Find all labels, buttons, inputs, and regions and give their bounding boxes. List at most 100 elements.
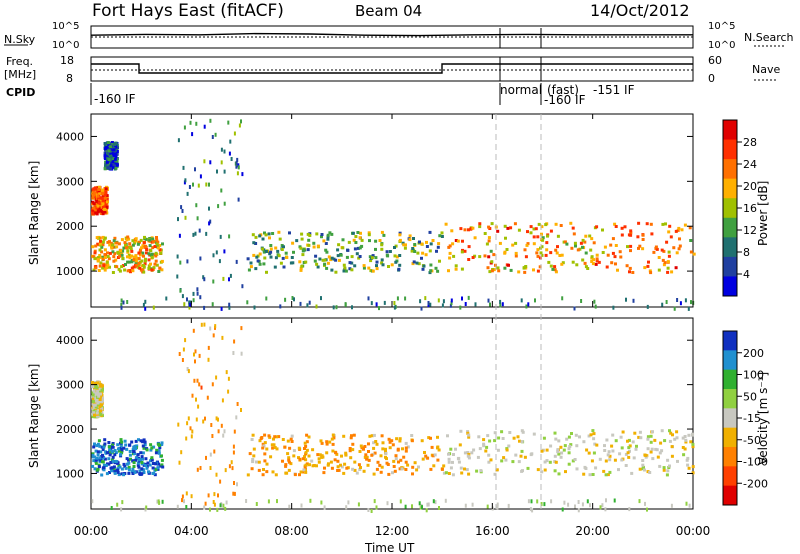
echo-cell xyxy=(237,165,240,170)
echo-cell xyxy=(465,468,469,472)
echo-cell xyxy=(138,469,142,473)
echo-cell xyxy=(514,254,518,258)
echo-cell xyxy=(332,305,335,310)
y-tick-label: 2000 xyxy=(56,423,84,436)
echo-cell xyxy=(398,238,402,242)
echo-cell xyxy=(251,460,255,464)
echo-cell xyxy=(304,444,308,448)
echo-cell xyxy=(463,451,467,455)
echo-cell xyxy=(212,253,215,258)
echo-cell xyxy=(513,222,517,226)
echo-cell xyxy=(110,506,113,510)
echo-cell xyxy=(413,250,417,253)
echo-cell xyxy=(186,259,189,264)
echo-cell xyxy=(619,435,623,439)
echo-cell xyxy=(522,266,526,270)
echo-cell xyxy=(654,245,658,249)
echo-cell xyxy=(616,268,619,272)
echo-cell xyxy=(119,453,122,457)
echo-cell xyxy=(232,491,235,496)
echo-cell xyxy=(95,456,99,460)
echo-cell xyxy=(330,268,334,272)
echo-cell xyxy=(91,397,95,401)
echo-cell xyxy=(496,266,500,270)
echo-cell xyxy=(496,502,499,507)
echo-cell xyxy=(121,249,125,253)
echo-cell xyxy=(410,439,414,443)
x-axis-ticks: 00:00 04:00 08:00 12:00 16:00 20:00 00:00 xyxy=(74,114,710,538)
echo-cell xyxy=(101,243,105,247)
echo-cell xyxy=(232,444,235,449)
echo-cell xyxy=(132,258,136,262)
echo-cell xyxy=(367,508,370,512)
echo-cell xyxy=(96,450,100,454)
echo-cell xyxy=(583,240,587,244)
echo-cell xyxy=(289,437,293,441)
echo-cell xyxy=(137,458,141,462)
echo-cell xyxy=(237,197,240,202)
echo-cell xyxy=(413,461,417,465)
echo-cell xyxy=(255,255,259,259)
echo-cell xyxy=(318,257,322,261)
echo-cell xyxy=(611,449,615,453)
echo-cell xyxy=(98,395,102,399)
echo-cell xyxy=(96,392,100,396)
echo-cell xyxy=(412,237,415,240)
echo-cell xyxy=(378,463,382,467)
echo-cell xyxy=(337,243,341,247)
echo-cell xyxy=(549,251,553,255)
echo-cell xyxy=(120,440,124,444)
echo-cell xyxy=(203,159,206,164)
echo-cell xyxy=(381,447,385,451)
echo-cell xyxy=(374,440,378,443)
echo-cell xyxy=(96,442,100,446)
echo-cell xyxy=(111,156,115,160)
echo-cell xyxy=(232,351,235,355)
echo-cell xyxy=(378,306,380,311)
echo-region xyxy=(91,498,691,513)
echo-cell xyxy=(374,256,378,260)
echo-cell xyxy=(526,230,529,234)
echo-cell xyxy=(360,446,364,450)
echo-cell xyxy=(599,505,602,510)
echo-cell xyxy=(272,443,276,447)
echo-cell xyxy=(554,222,558,226)
echo-cell xyxy=(116,461,120,465)
echo-cell xyxy=(96,453,100,457)
echo-cell xyxy=(584,265,588,269)
freq-tick-top: 18 xyxy=(60,54,74,67)
echo-cell xyxy=(350,268,354,272)
echo-cell xyxy=(592,432,596,436)
echo-cell xyxy=(137,465,141,469)
echo-cell xyxy=(211,434,214,438)
echo-cell xyxy=(256,259,260,263)
echo-cell xyxy=(252,447,256,451)
echo-cell xyxy=(250,438,254,441)
echo-cell xyxy=(303,455,306,459)
echo-cell xyxy=(110,143,114,147)
echo-cell xyxy=(352,238,356,242)
echo-cell xyxy=(103,167,107,171)
echo-cell xyxy=(340,465,344,469)
echo-cell xyxy=(111,455,115,459)
echo-cell xyxy=(504,458,508,462)
echo-cell xyxy=(545,241,549,245)
echo-cell xyxy=(105,141,108,145)
echo-cell xyxy=(304,470,308,474)
echo-cell xyxy=(97,465,101,469)
echo-cell xyxy=(322,239,326,243)
echo-cell xyxy=(227,376,230,381)
echo-cell xyxy=(370,301,373,306)
echo-cell xyxy=(541,236,545,240)
echo-cell xyxy=(101,194,105,198)
echo-cell xyxy=(352,433,356,437)
echo-cell xyxy=(519,454,523,458)
echo-cell xyxy=(486,266,490,270)
echo-cell xyxy=(105,472,109,476)
echo-cell xyxy=(447,457,451,461)
echo-cell xyxy=(100,192,104,196)
echo-cell xyxy=(271,446,275,450)
echo-cell xyxy=(628,444,632,448)
echo-cell xyxy=(614,244,618,247)
echo-cell xyxy=(104,450,108,454)
